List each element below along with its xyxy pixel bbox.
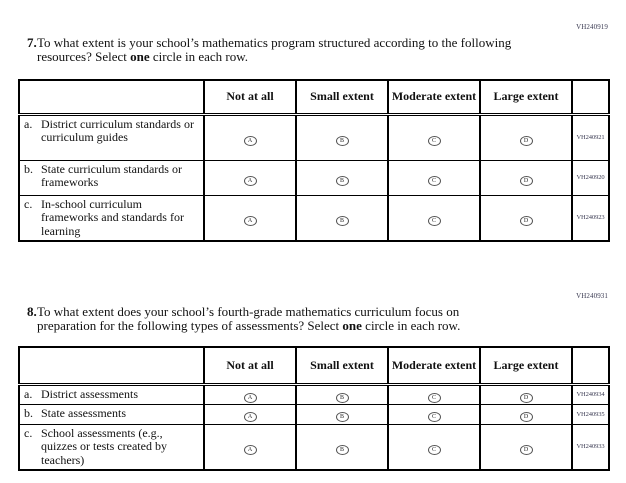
answer-bubble-small-extent[interactable]: B <box>335 215 349 226</box>
question-8-text-after: circle in each row. <box>365 318 461 333</box>
row-code: VH240923 <box>571 194 610 242</box>
question-7-number: 7. <box>27 35 37 50</box>
answer-bubble-moderate-extent[interactable]: C <box>427 412 441 422</box>
question-8: 8. To what extent does your school’s fou… <box>18 305 608 333</box>
column-header-large-extent: Large extent <box>479 346 573 386</box>
answer-bubble-large-extent[interactable]: D <box>519 412 533 422</box>
answer-bubble-large-extent[interactable]: D <box>519 215 533 226</box>
answer-bubble-small-extent[interactable]: B <box>335 392 349 403</box>
answer-bubble-moderate-extent[interactable]: C <box>427 175 441 186</box>
answer-bubble-not-at-all[interactable]: A <box>243 412 257 422</box>
question-7-text-after: circle in each row. <box>152 49 249 64</box>
row-letter: c. <box>24 425 33 440</box>
answer-bubble-large-extent[interactable]: D <box>519 135 533 146</box>
row-code: VH240920 <box>571 159 610 196</box>
question-8-bold-word: one <box>342 318 362 333</box>
row-letter: a. <box>24 386 33 401</box>
question-8-accession-code: VH240931 <box>576 292 608 300</box>
question-7-accession-code: VH240919 <box>576 23 608 31</box>
empty-header-cell <box>571 346 610 386</box>
question-7-text-before: To what extent is your school’s mathemat… <box>37 35 512 64</box>
column-header-large-extent: Large extent <box>479 79 573 116</box>
row-code: VH240934 <box>571 383 610 405</box>
column-header-moderate-extent: Moderate extent <box>387 346 481 386</box>
answer-bubble-not-at-all[interactable]: A <box>243 444 257 455</box>
answer-bubble-small-extent[interactable]: B <box>335 412 349 422</box>
table-row-a: a. District assessments A B C D VH240934 <box>18 383 610 405</box>
question-7-table: Not at all Small extent Moderate extent … <box>18 79 610 242</box>
empty-header-cell <box>18 79 205 116</box>
answer-bubble-not-at-all[interactable]: A <box>243 392 257 403</box>
column-header-not-at-all: Not at all <box>203 79 297 116</box>
row-label: In-school curriculum frameworks and stan… <box>41 196 184 238</box>
column-header-moderate-extent: Moderate extent <box>387 79 481 116</box>
row-letter: b. <box>24 405 33 420</box>
answer-bubble-not-at-all[interactable]: A <box>243 135 257 146</box>
answer-bubble-small-extent[interactable]: B <box>335 135 349 146</box>
row-label: School assessments (e.g., quizzes or tes… <box>41 425 167 467</box>
answer-bubble-large-extent[interactable]: D <box>519 444 533 455</box>
column-header-small-extent: Small extent <box>295 79 389 116</box>
answer-bubble-not-at-all[interactable]: A <box>243 175 257 186</box>
question-7-text: To what extent is your school’s mathemat… <box>37 36 519 64</box>
answer-bubble-small-extent[interactable]: B <box>335 175 349 186</box>
column-header-small-extent: Small extent <box>295 346 389 386</box>
row-label: State assessments <box>41 405 126 420</box>
answer-bubble-large-extent[interactable]: D <box>519 175 533 186</box>
row-code: VH240935 <box>571 403 610 425</box>
answer-bubble-moderate-extent[interactable]: C <box>427 135 441 146</box>
answer-bubble-not-at-all[interactable]: A <box>243 215 257 226</box>
row-label: District assessments <box>41 386 138 401</box>
empty-header-cell <box>18 346 205 386</box>
question-8-text-before: To what extent does your school’s fourth… <box>37 304 460 333</box>
table-header-row: Not at all Small extent Moderate extent … <box>18 346 610 386</box>
row-code: VH240921 <box>571 113 610 161</box>
row-letter: a. <box>24 116 33 131</box>
answer-bubble-moderate-extent[interactable]: C <box>427 444 441 455</box>
question-8-number: 8. <box>27 304 37 319</box>
answer-bubble-moderate-extent[interactable]: C <box>427 392 441 403</box>
row-label: State curriculum standards or frameworks <box>41 161 182 189</box>
row-letter: b. <box>24 161 33 176</box>
row-letter: c. <box>24 196 33 211</box>
empty-header-cell <box>571 79 610 116</box>
row-label: District curriculum standards or curricu… <box>41 116 194 144</box>
table-row-b: b. State assessments A B C D VH240935 <box>18 403 610 425</box>
table-header-row: Not at all Small extent Moderate extent … <box>18 79 610 116</box>
table-row-a: a. District curriculum standards or curr… <box>18 113 610 161</box>
question-7: 7. To what extent is your school’s mathe… <box>18 36 608 64</box>
question-8-text: To what extent does your school’s fourth… <box>37 305 519 333</box>
answer-bubble-large-extent[interactable]: D <box>519 392 533 403</box>
row-code: VH240933 <box>571 423 610 471</box>
column-header-not-at-all: Not at all <box>203 346 297 386</box>
table-row-c: c. In-school curriculum frameworks and s… <box>18 194 610 242</box>
table-row-c: c. School assessments (e.g., quizzes or … <box>18 423 610 471</box>
answer-bubble-moderate-extent[interactable]: C <box>427 215 441 226</box>
table-row-b: b. State curriculum standards or framewo… <box>18 159 610 196</box>
question-7-bold-word: one <box>130 49 150 64</box>
question-8-table: Not at all Small extent Moderate extent … <box>18 346 610 471</box>
answer-bubble-small-extent[interactable]: B <box>335 444 349 455</box>
